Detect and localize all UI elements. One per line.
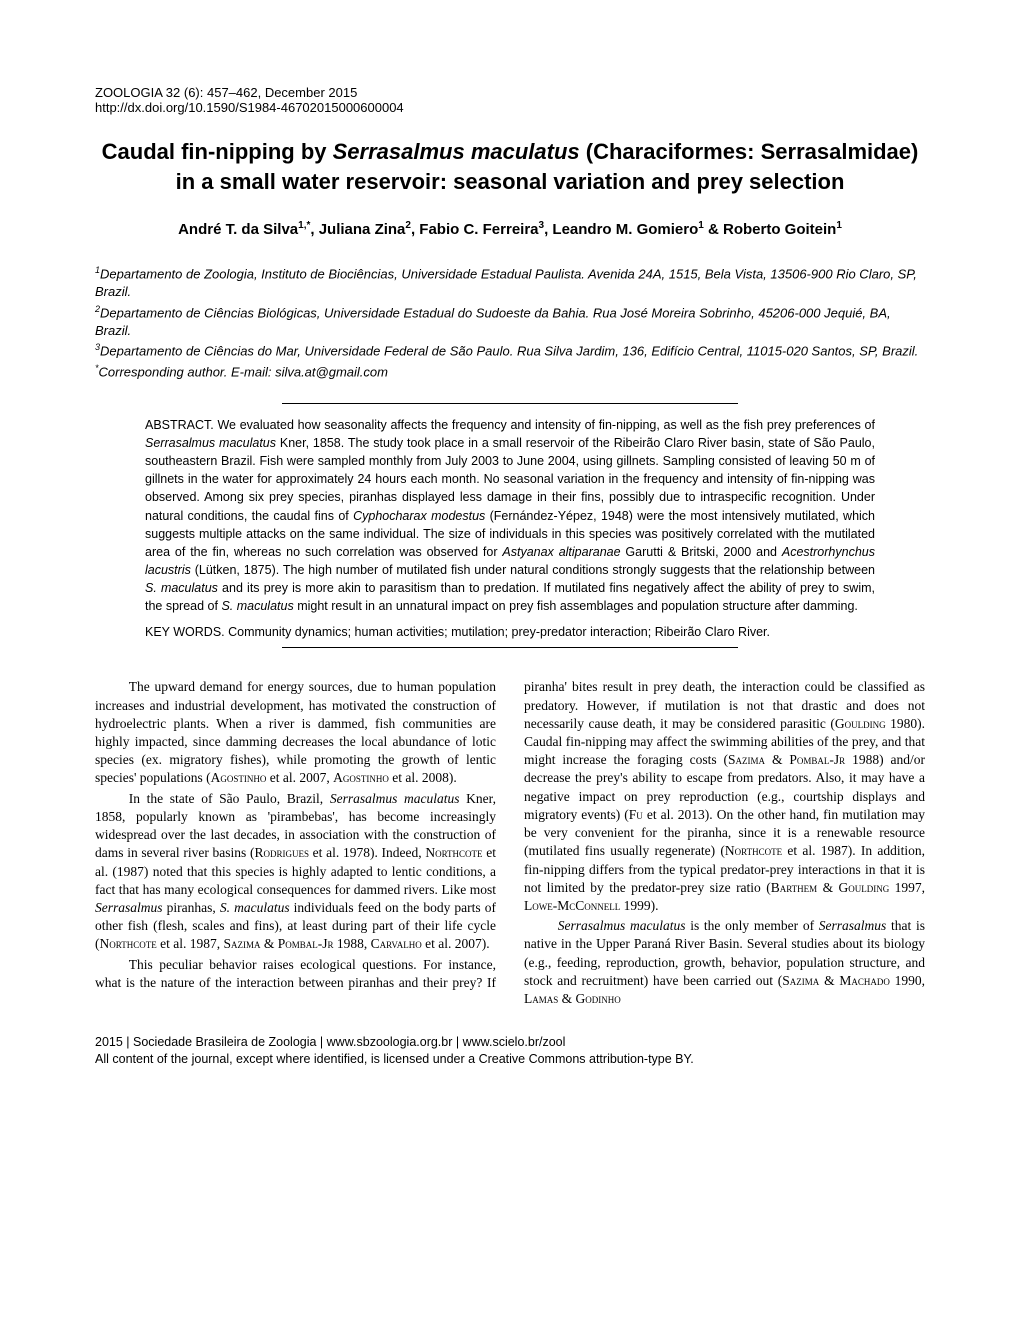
- p4l: Lowe-McConnell: [524, 898, 620, 913]
- p2q: et al. 2007).: [422, 936, 490, 951]
- p4m: 1999).: [620, 898, 658, 913]
- p2b: Serrasalmus maculatus: [330, 791, 460, 806]
- abstract-rule-bottom: [282, 647, 739, 648]
- p5b: is the only member of: [685, 918, 818, 933]
- abs-1f: Astyanax altiparanae: [502, 545, 620, 559]
- abs-1m: might result in an unnatural impact on p…: [294, 599, 858, 613]
- p1e: et al. 2008).: [389, 770, 457, 785]
- p5g: Lamas & Godinho: [524, 991, 621, 1006]
- p2i: piranhas,: [163, 900, 220, 915]
- author-5: & Roberto Goitein: [704, 221, 837, 238]
- author-3: , Fabio C. Ferreira: [411, 221, 539, 238]
- abs-1d: Cyphocharax modestus: [353, 509, 485, 523]
- p1d: Agostinho: [333, 770, 389, 785]
- p4k: 1997,: [889, 880, 925, 895]
- abstract-label: ABSTRACT.: [145, 418, 217, 432]
- p5e: Sazima & Machado: [782, 973, 890, 988]
- p4b: Goulding: [835, 716, 886, 731]
- p5a: Serrasalmus maculatus: [558, 918, 686, 933]
- author-1-sup: 1,*: [298, 220, 310, 231]
- p1c: et al. 2007,: [266, 770, 333, 785]
- abs-1j: S. maculatus: [145, 581, 218, 595]
- p2a: In the state of São Paulo, Brazil,: [129, 791, 330, 806]
- keywords: KEY WORDS. Community dynamics; human act…: [145, 625, 875, 639]
- body-p1: The upward demand for energy sources, du…: [95, 678, 496, 787]
- corresponding-author: *Corresponding author. E-mail: silva.at@…: [95, 362, 925, 381]
- title-species: Serrasalmus maculatus: [333, 139, 580, 164]
- p4d: Sazima & Pombal-Jr: [728, 752, 845, 767]
- affiliation-1: 1Departamento de Zoologia, Instituto de …: [95, 264, 925, 300]
- aff2-text: Departamento de Ciências Biológicas, Uni…: [95, 305, 891, 338]
- author-5-sup: 1: [836, 220, 842, 231]
- author-4: , Leandro M. Gomiero: [544, 221, 698, 238]
- body-p5: Serrasalmus maculatus is the only member…: [524, 917, 925, 1008]
- abstract-rule-top: [282, 403, 739, 404]
- p2p: Carvalho: [371, 936, 422, 951]
- abstract-text: ABSTRACT. We evaluated how seasonality a…: [145, 416, 875, 615]
- title-part-1: Caudal fin-nipping by: [102, 139, 333, 164]
- p2f: Northcote: [425, 845, 482, 860]
- affiliation-3: 3Departamento de Ciências do Mar, Univer…: [95, 341, 925, 360]
- abs-1g: Garutti & Britski, 2000 and: [621, 545, 782, 559]
- abstract-block: ABSTRACT. We evaluated how seasonality a…: [95, 403, 925, 648]
- affiliations-block: 1Departamento de Zoologia, Instituto de …: [95, 264, 925, 381]
- abs-1i: (Lütken, 1875). The high number of mutil…: [191, 563, 875, 577]
- p2l: Northcote: [100, 936, 157, 951]
- p2d: Rodrigues: [254, 845, 309, 860]
- p2m: et al. 1987,: [157, 936, 224, 951]
- page-footer: 2015 | Sociedade Brasileira de Zoologia …: [95, 1034, 925, 1068]
- p2n: Sazima & Pombal-Jr: [223, 936, 333, 951]
- aff3-text: Departamento de Ciências do Mar, Univers…: [100, 344, 918, 359]
- footer-line-1: 2015 | Sociedade Brasileira de Zoologia …: [95, 1034, 925, 1051]
- p5f: 1990,: [890, 973, 925, 988]
- p1b: Agostinho: [211, 770, 267, 785]
- p2o: 1988,: [334, 936, 371, 951]
- abs-1b: Serrasalmus maculatus: [145, 436, 276, 450]
- author-2: , Juliana Zina: [310, 221, 405, 238]
- body-columns: The upward demand for energy sources, du…: [95, 678, 925, 1008]
- keywords-label: KEY WORDS.: [145, 625, 228, 639]
- aff1-text: Departamento de Zoologia, Instituto de B…: [95, 267, 917, 300]
- article-title: Caudal fin-nipping by Serrasalmus macula…: [95, 137, 925, 196]
- p2j: S. maculatus: [220, 900, 290, 915]
- keywords-text: Community dynamics; human activities; mu…: [228, 625, 770, 639]
- affiliation-2: 2Departamento de Ciências Biológicas, Un…: [95, 303, 925, 339]
- doi-link: http://dx.doi.org/10.1590/S1984-46702015…: [95, 100, 925, 115]
- p2h: Serrasalmus: [95, 900, 163, 915]
- p2e: et al. 1978). Indeed,: [309, 845, 425, 860]
- body-p2: In the state of São Paulo, Brazil, Serra…: [95, 790, 496, 954]
- abs-1a: We evaluated how seasonality affects the…: [217, 418, 875, 432]
- p5c: Serrasalmus: [819, 918, 887, 933]
- p4f: Fu: [629, 807, 643, 822]
- journal-reference: ZOOLOGIA 32 (6): 457–462, December 2015: [95, 85, 925, 100]
- p4j: Barthem & Goulding: [771, 880, 890, 895]
- author-1: André T. da Silva: [178, 221, 298, 238]
- author-list: André T. da Silva1,*, Juliana Zina2, Fab…: [95, 220, 925, 238]
- footer-line-2: All content of the journal, except where…: [95, 1051, 925, 1068]
- p4h: Northcote: [725, 843, 782, 858]
- corr-text: Corresponding author. E-mail: silva.at@g…: [99, 364, 388, 379]
- abs-1l: S. maculatus: [221, 599, 293, 613]
